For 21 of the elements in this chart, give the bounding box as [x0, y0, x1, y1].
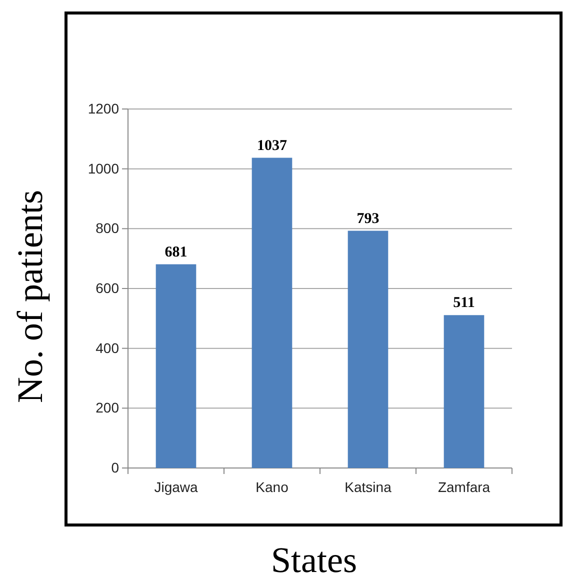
- y-tick-label: 200: [96, 400, 120, 416]
- data-label: 681: [164, 244, 188, 260]
- x-tick-label: Kano: [256, 478, 289, 495]
- data-label: 511: [453, 295, 475, 312]
- bar: [444, 315, 484, 468]
- bar: [156, 264, 196, 468]
- data-label: 793: [356, 210, 380, 227]
- data-label: 1037: [257, 138, 288, 154]
- y-axis-title: No. of patients: [10, 190, 50, 403]
- x-tick-label: Jigawa: [154, 478, 198, 495]
- x-axis-title: States: [271, 540, 357, 578]
- y-tick-label: 800: [96, 220, 120, 236]
- bar: [252, 158, 292, 468]
- y-tick-label: 0: [111, 459, 120, 476]
- x-tick-label: Zamfara: [438, 478, 490, 495]
- bar: [348, 230, 388, 468]
- x-tick-label: Katsina: [344, 478, 392, 495]
- y-tick-label: 1200: [88, 100, 120, 116]
- y-tick-label: 600: [96, 280, 120, 296]
- y-tick-label: 1000: [88, 160, 120, 176]
- y-tick-label: 400: [96, 340, 120, 356]
